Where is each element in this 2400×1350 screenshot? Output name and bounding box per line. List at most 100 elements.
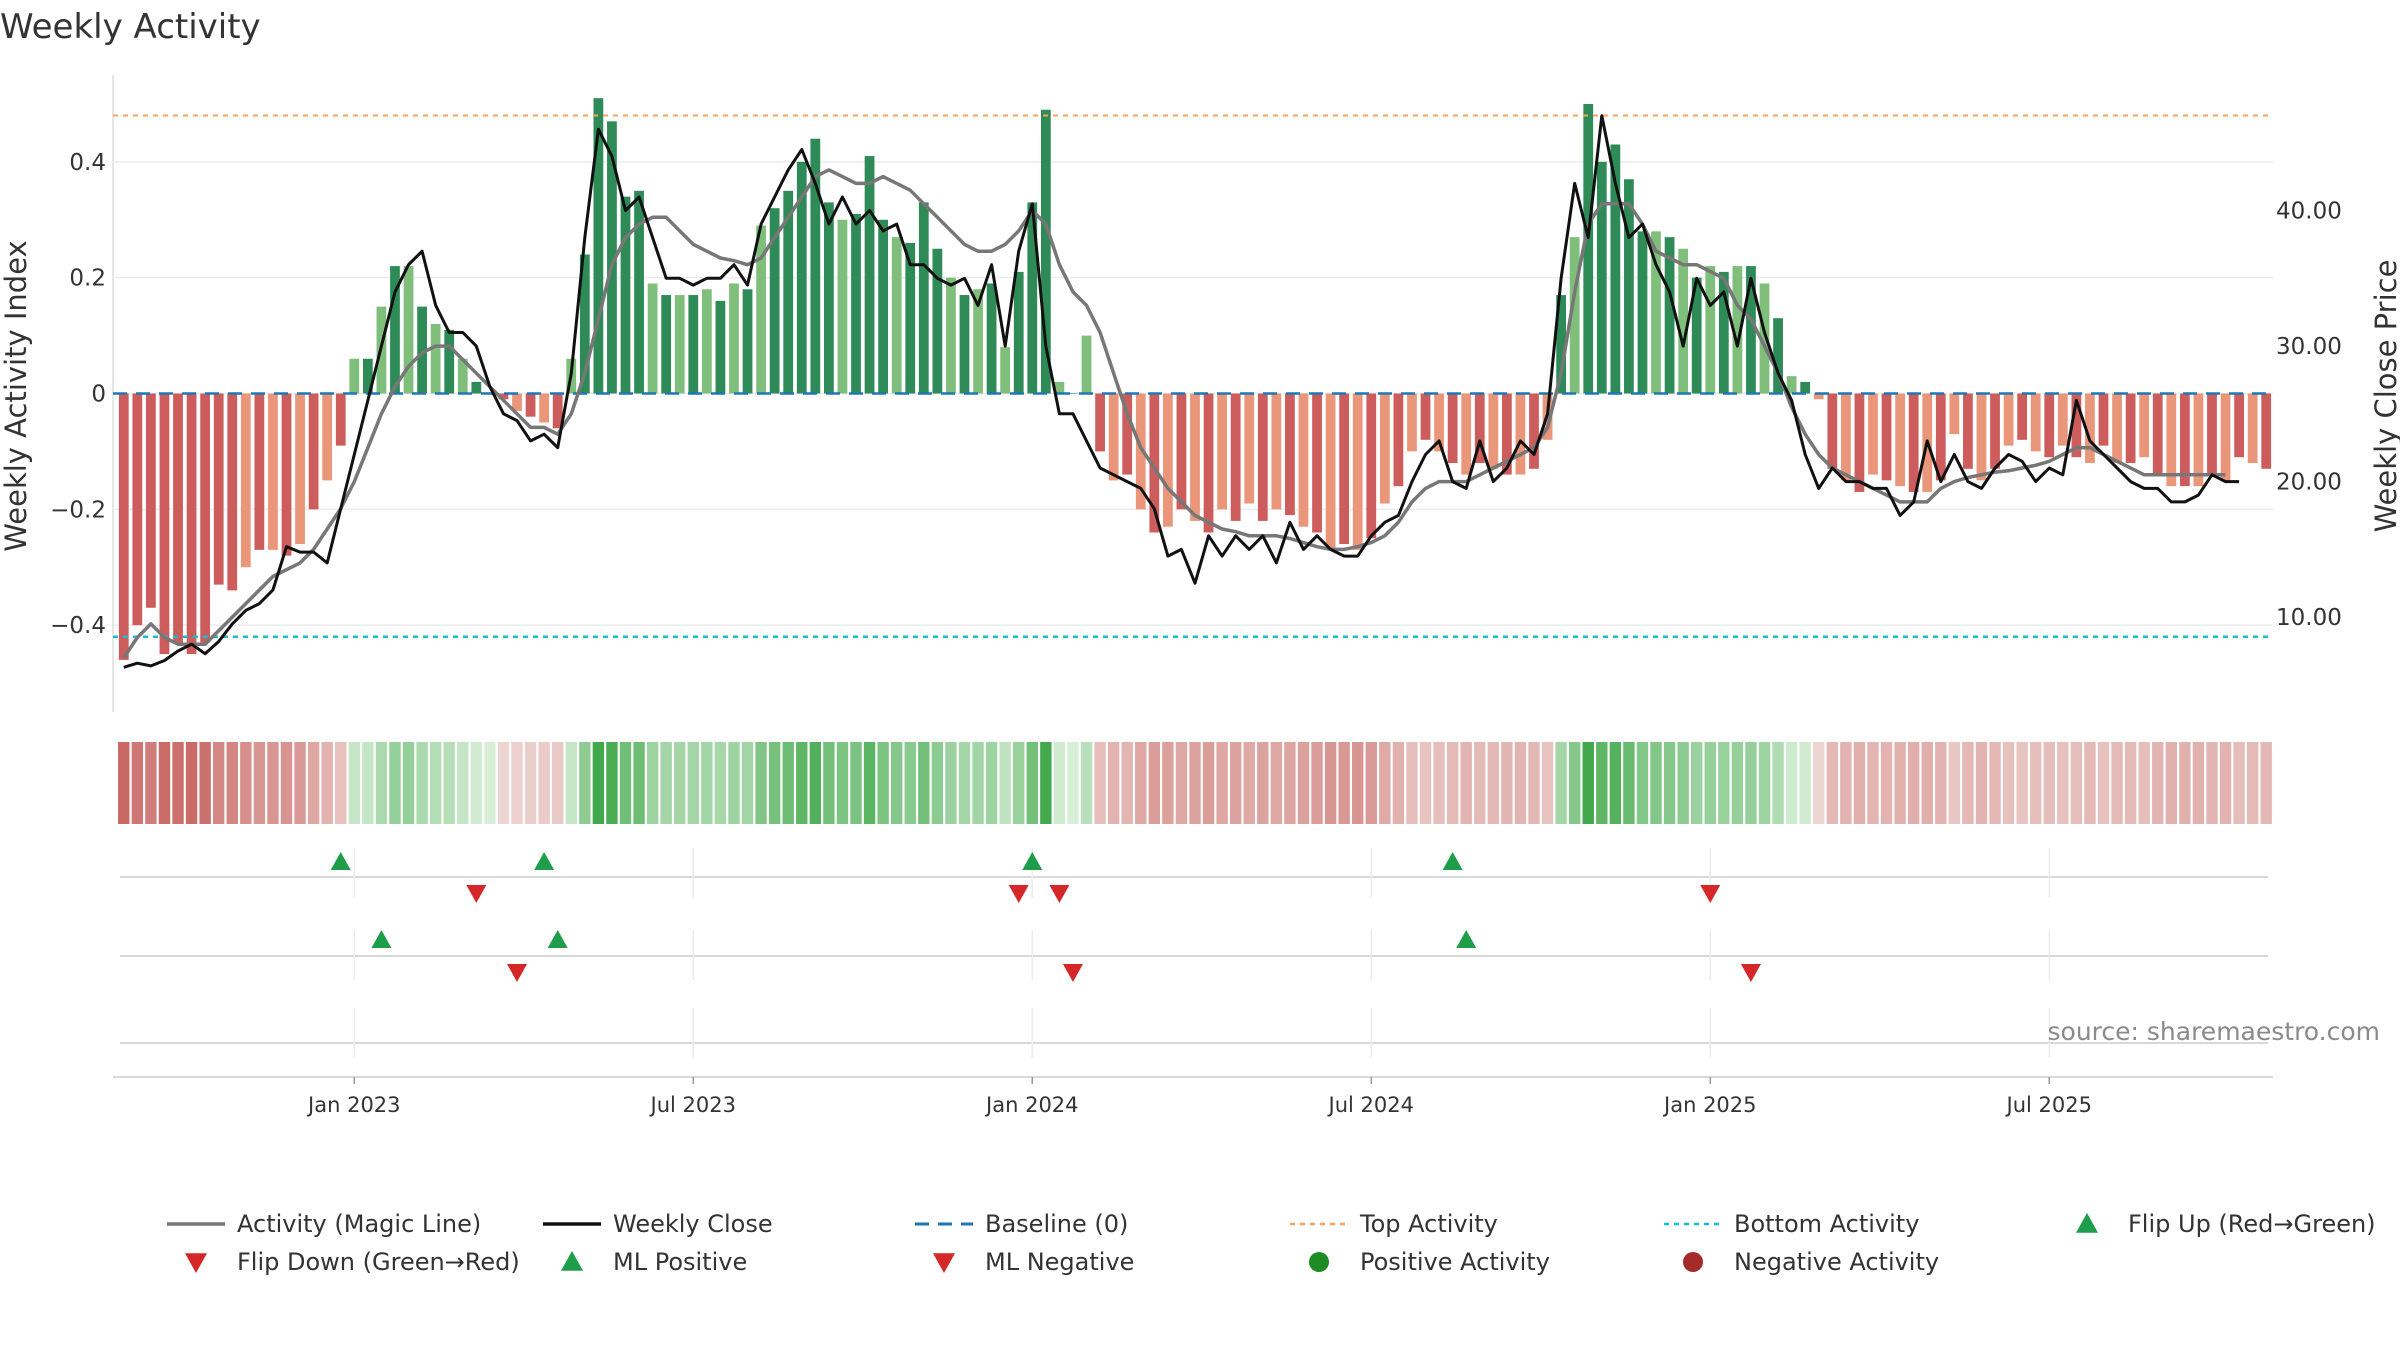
heat-cell <box>2111 742 2123 824</box>
activity-bar <box>1217 393 1228 510</box>
activity-bar <box>1339 393 1350 545</box>
heat-cell <box>226 742 238 824</box>
legend-label: Weekly Close <box>613 1210 773 1238</box>
main-plot-panel: 0.4 0.2 0 −0.2 −0.4 40.00 30.00 20.00 10.00 Wee… <box>0 75 2400 712</box>
heat-cell <box>1840 742 1852 824</box>
activity-bar <box>701 289 712 394</box>
heat-cell <box>674 742 686 824</box>
heat-cell <box>524 742 537 824</box>
heat-cell <box>1392 742 1405 824</box>
heat-cell <box>972 742 984 824</box>
activity-bar <box>593 98 604 394</box>
heat-cell <box>579 742 591 824</box>
legend: Activity (Magic Line) Weekly Close Baselin… <box>167 1210 2376 1276</box>
activity-bar <box>457 358 468 394</box>
activity-bar <box>1868 393 1878 475</box>
heat-cell <box>918 742 930 824</box>
heat-cell <box>931 742 944 824</box>
heat-cell <box>1596 742 1608 824</box>
heat-cell <box>1894 742 1906 824</box>
activity-bar <box>1434 393 1444 452</box>
heat-cell <box>470 742 483 824</box>
right-axis-label: Weekly Close Price <box>2369 260 2400 533</box>
activity-bar <box>2261 393 2272 469</box>
activity-bar <box>1718 271 1729 394</box>
activity-bars <box>118 98 2272 660</box>
heat-cell <box>1541 742 1554 824</box>
activity-bar <box>1881 393 1892 481</box>
heat-cell <box>1365 742 1377 824</box>
heat-cell <box>755 742 767 824</box>
heat-cell <box>1013 742 1025 824</box>
activity-bar <box>1461 393 1472 475</box>
activity-bar <box>417 306 427 394</box>
heat-cell <box>1243 742 1255 824</box>
x-tick-label: Jul 2025 <box>2005 1093 2092 1117</box>
heat-cell <box>1419 742 1432 824</box>
heat-cell <box>1609 742 1622 824</box>
x-tick-label: Jul 2023 <box>649 1093 736 1117</box>
left-tick-label: 0.4 <box>69 150 106 176</box>
activity-bar <box>1786 376 1797 394</box>
x-tick-label: Jan 2025 <box>1662 1093 1757 1117</box>
flip-up-marker <box>1442 852 1463 870</box>
heat-cell <box>457 742 469 824</box>
heat-cell <box>1826 742 1839 824</box>
activity-bar <box>932 248 943 394</box>
activity-bar <box>837 219 848 394</box>
ml-positive-marker <box>1456 930 1477 948</box>
activity-bar <box>715 300 726 394</box>
heat-cell <box>145 742 157 824</box>
activity-bar <box>281 393 292 556</box>
chart-title: Weekly Activity <box>0 7 261 47</box>
heat-cell <box>809 742 822 824</box>
heat-cell <box>1257 742 1269 824</box>
activity-bar <box>213 393 224 585</box>
heat-cell <box>2192 742 2205 824</box>
activity-bar <box>756 225 766 394</box>
activity-bar <box>186 393 197 655</box>
heat-cell <box>362 742 374 824</box>
activity-bar <box>1556 295 1566 394</box>
legend-label: Baseline (0) <box>985 1210 1128 1238</box>
heat-cell <box>592 742 605 824</box>
activity-bar <box>1393 393 1404 487</box>
heat-cell <box>1284 742 1296 824</box>
heat-cell <box>1555 742 1567 824</box>
heat-cell <box>2152 742 2164 824</box>
heat-cell <box>172 742 184 824</box>
heat-cell <box>2138 742 2150 824</box>
activity-bar <box>946 277 956 394</box>
legend-label: Top Activity <box>1359 1210 1498 1238</box>
heat-cell <box>1528 742 1540 824</box>
heat-cell <box>1867 742 1879 824</box>
heat-cell <box>768 742 781 824</box>
legend-item: Bottom Activity <box>1664 1210 1919 1238</box>
heat-cell <box>335 742 347 824</box>
activity-bar <box>1312 393 1322 533</box>
activity-bar <box>335 393 346 446</box>
activity-bar <box>2044 393 2055 458</box>
heat-cell <box>2124 742 2137 824</box>
activity-bar <box>1081 335 1092 394</box>
activity-bar <box>1759 283 1770 394</box>
right-tick-label: 40.00 <box>2276 199 2342 225</box>
heat-cell <box>2097 742 2110 824</box>
activity-bar <box>118 393 129 660</box>
activity-bar <box>1420 393 1431 440</box>
legend-label: ML Negative <box>985 1248 1134 1276</box>
activity-bar <box>295 393 305 545</box>
activity-bar <box>1027 202 1038 394</box>
activity-bar <box>1352 393 1363 550</box>
activity-bar <box>891 237 902 394</box>
activity-bar <box>905 242 916 394</box>
activity-bar <box>200 393 211 643</box>
heat-cell <box>1650 742 1662 824</box>
heat-cell <box>1948 742 1961 824</box>
activity-bar <box>1447 393 1458 463</box>
activity-bar <box>1583 103 1594 394</box>
activity-bar <box>1271 393 1282 510</box>
heat-cell <box>199 742 211 824</box>
heat-cell <box>2233 742 2245 824</box>
activity-bar <box>1515 393 1526 475</box>
